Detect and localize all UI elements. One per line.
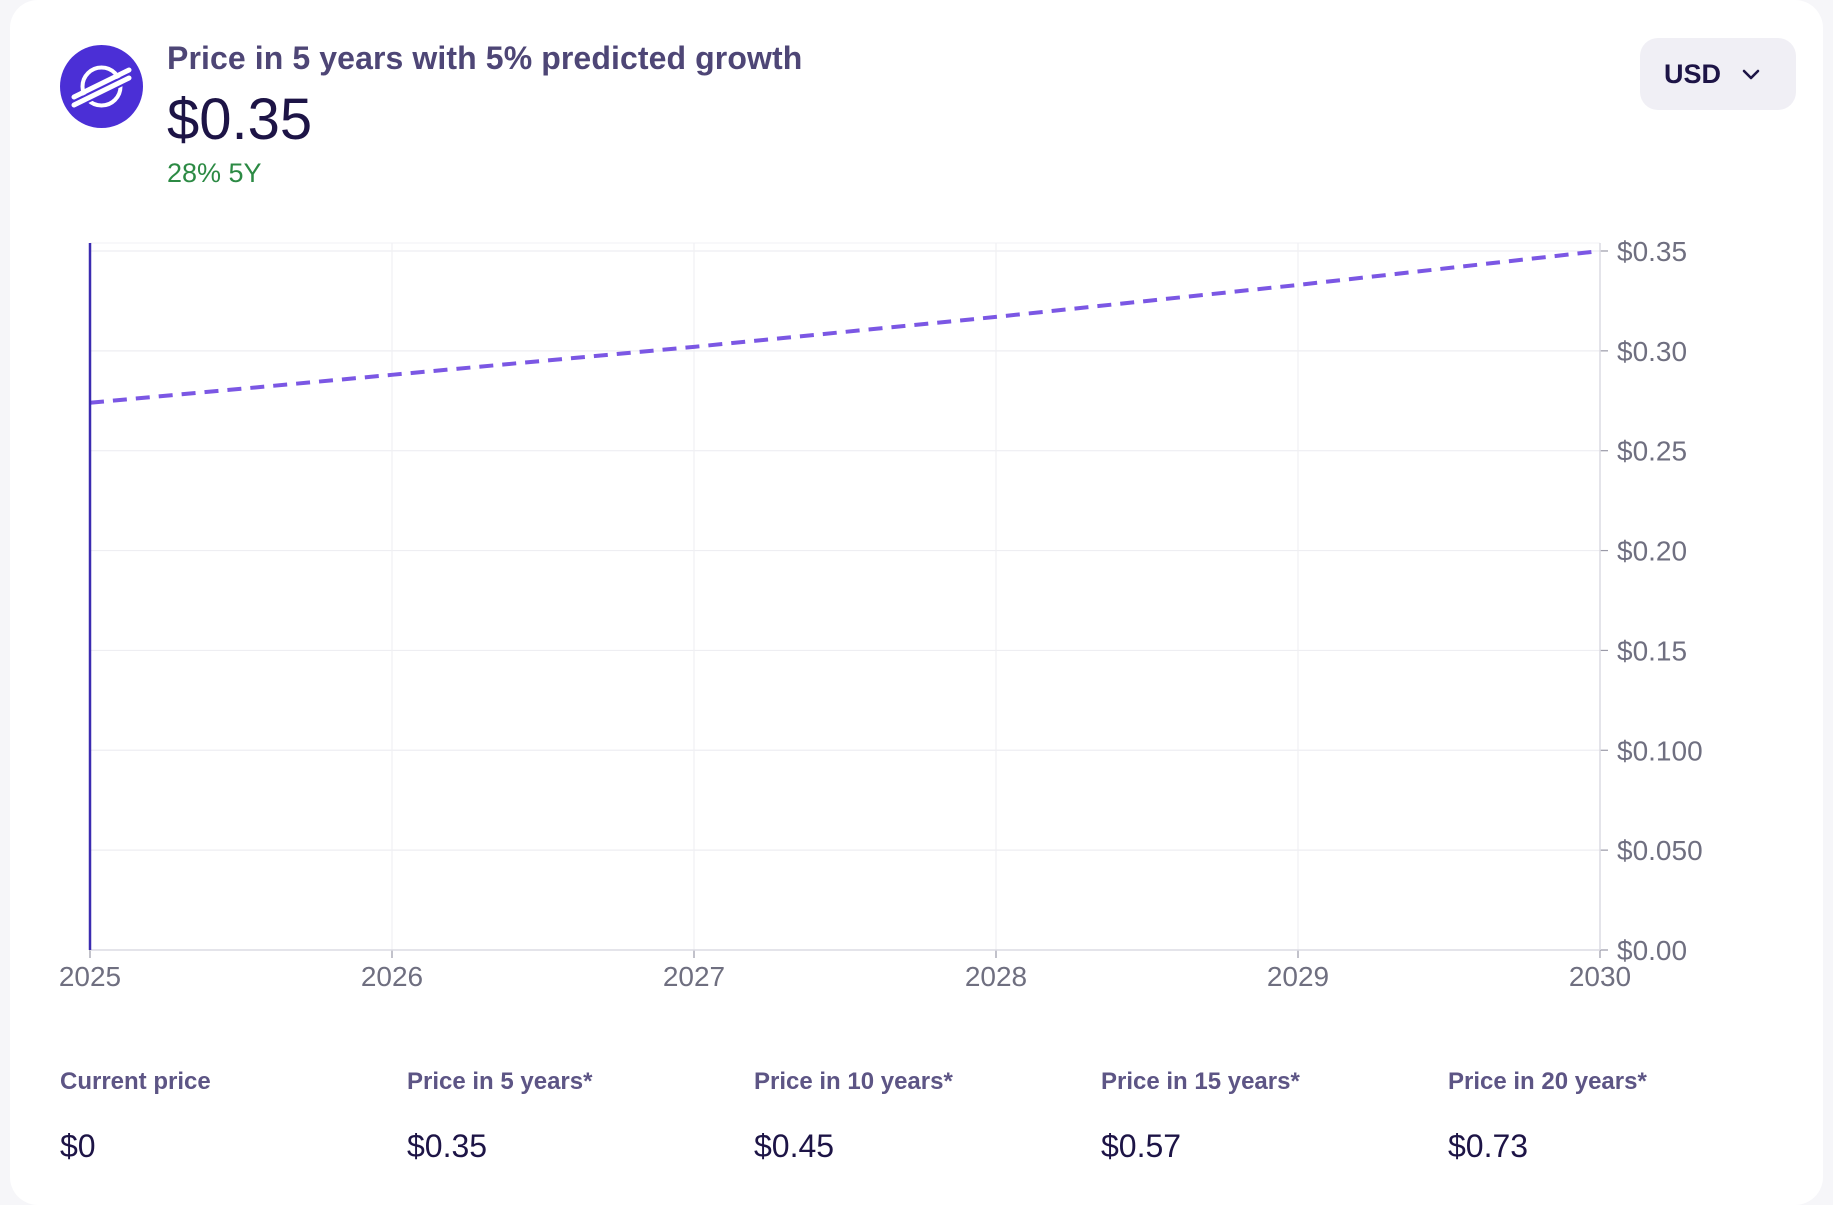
x-tick-label: 2028 [965, 961, 1027, 992]
stat-value: $0.57 [1101, 1128, 1182, 1164]
forecast-title: Price in 5 years with 5% predicted growt… [167, 40, 803, 76]
stat-label: Current price [60, 1068, 211, 1095]
stat-label: Price in 5 years* [407, 1068, 593, 1095]
stat-label: Price in 10 years* [754, 1068, 953, 1095]
x-tick-label: 2030 [1569, 961, 1631, 992]
price-forecast-chart: $0.00 $0.050 $0.100 $0.15 $0.20 $0.25 $0.30 $0.… [59, 236, 1703, 992]
chevron-down-icon [1742, 69, 1760, 80]
y-tick-label: $0.35 [1617, 236, 1687, 267]
currency-dropdown[interactable]: USD [1640, 38, 1796, 110]
stat-current-price: Current price $0 [60, 1068, 211, 1165]
growth-change: 28% 5Y [167, 158, 262, 188]
predicted-price: $0.35 [167, 87, 313, 152]
currency-value: USD [1664, 58, 1722, 89]
forecast-card: Price in 5 years with 5% predicted growt… [10, 0, 1823, 1205]
x-tick-label: 2026 [361, 961, 423, 992]
stat-label: Price in 15 years* [1101, 1068, 1300, 1095]
y-tick-label: $0.30 [1617, 336, 1687, 367]
y-tick-label: $0.20 [1617, 536, 1687, 567]
stat-price-5-years: Price in 5 years* $0.35 [407, 1068, 592, 1165]
stat-value: $0.35 [407, 1128, 488, 1164]
stat-value: $0 [60, 1128, 96, 1164]
stat-price-10-years: Price in 10 years* $0.45 [754, 1068, 953, 1165]
stat-value: $0.73 [1448, 1128, 1529, 1164]
stat-value: $0.45 [754, 1128, 835, 1164]
y-tick-label: $0.15 [1617, 635, 1687, 666]
y-tick-label: $0.100 [1617, 735, 1703, 766]
x-tick-label: 2029 [1267, 961, 1329, 992]
y-tick-label: $0.00 [1617, 935, 1687, 966]
y-tick-label: $0.25 [1617, 436, 1687, 467]
y-tick-label: $0.050 [1617, 835, 1703, 866]
x-tick-label: 2025 [59, 961, 121, 992]
stat-label: Price in 20 years* [1448, 1068, 1647, 1095]
x-tick-label: 2027 [663, 961, 725, 992]
price-projections: Current price $0 Price in 5 years* $0.35… [60, 1068, 1800, 1178]
forecast-price-line [89, 249, 1601, 405]
stat-price-15-years: Price in 15 years* $0.57 [1101, 1068, 1300, 1165]
stellar-logo-icon [60, 45, 143, 128]
stat-price-20-years: Price in 20 years* $0.73 [1448, 1068, 1647, 1165]
